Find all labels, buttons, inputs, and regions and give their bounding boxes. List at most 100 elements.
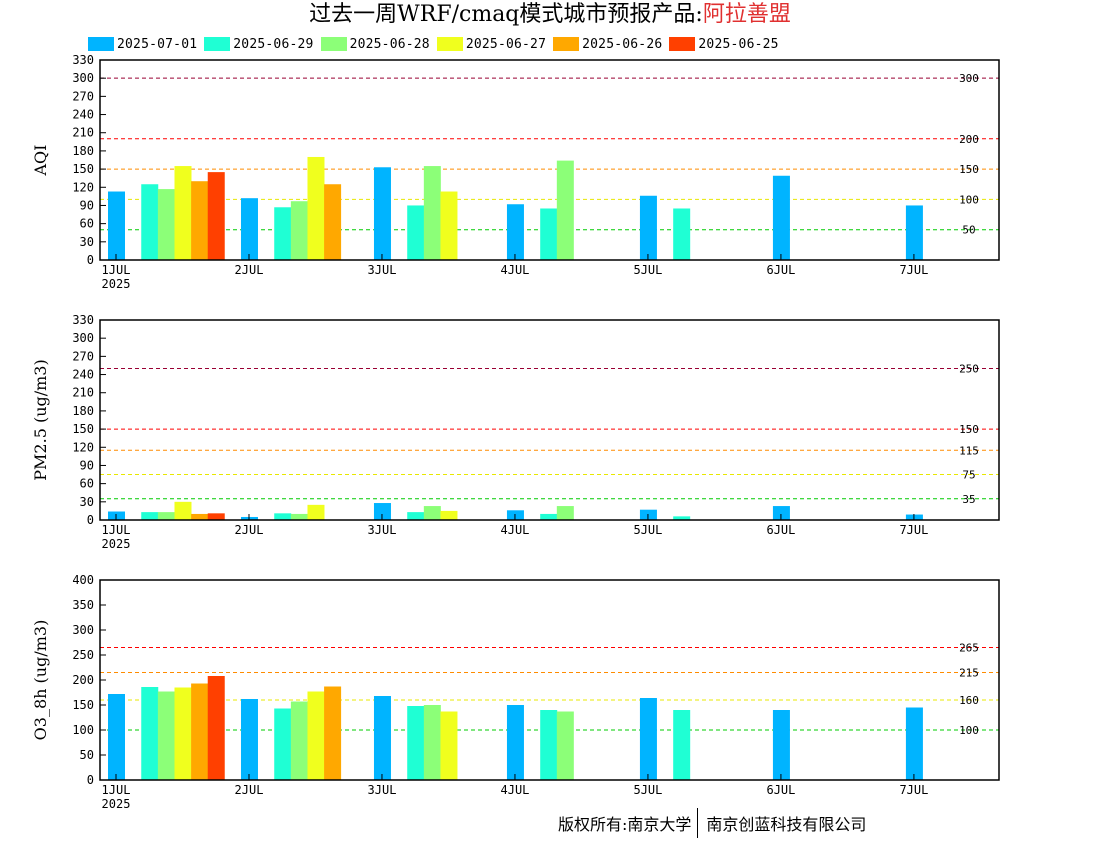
legend-item: 2025-07-01 [88,35,197,53]
x-tick-label: 5JUL [633,783,662,797]
bar [905,205,923,260]
copyright-footer: 版权所有:南京大学 南京创蓝科技有限公司 [558,808,866,838]
y-tick-label: 150 [72,698,94,712]
threshold-label: 75 [962,469,975,482]
y-axis-title: O3_8h (ug/m3) [31,620,50,741]
x-tick-label: 5JUL [633,263,662,277]
y-tick-label: 120 [72,440,94,454]
bar [556,160,574,260]
bar [423,705,441,780]
legend-swatch [669,37,696,51]
bar [373,167,391,260]
bar [108,694,125,780]
bar [772,175,790,260]
threshold-label: 150 [959,423,979,436]
bar [556,506,574,520]
y-tick-label: 90 [80,458,94,472]
bar [207,676,225,780]
bar [207,513,225,520]
bar [673,710,691,780]
x-tick-label: 6JUL [766,783,795,797]
y-tick-label: 120 [72,180,94,194]
bar [324,184,342,260]
y-tick-label: 180 [72,404,94,418]
bar [673,516,691,520]
y-tick-label: 30 [80,235,94,249]
bar [157,691,175,780]
x-tick-label: 2JUL [235,523,264,537]
x-tick-label: 6JUL [766,523,795,537]
bar [373,696,391,780]
y-tick-label: 330 [72,53,94,67]
bar [407,512,425,520]
bar [290,701,308,780]
y-tick-label: 0 [87,253,94,267]
x-tick-label: 5JUL [633,523,662,537]
bar [556,711,574,780]
y-tick-label: 50 [80,748,94,762]
x-tick-label: 1JUL [102,783,131,797]
y-tick-label: 0 [87,513,94,527]
threshold-label: 150 [959,163,979,176]
bar [141,184,159,260]
y-tick-label: 180 [72,144,94,158]
x-tick-label: 4JUL [501,263,530,277]
bar [540,208,558,260]
y-tick-label: 60 [80,477,94,491]
bar [191,683,209,780]
legend-item: 2025-06-29 [204,35,313,53]
legend-item: 2025-06-26 [553,35,662,53]
bar [240,198,258,260]
bar [207,172,225,260]
bar [440,711,458,780]
x-tick-label: 4JUL [501,523,530,537]
legend-label: 2025-06-25 [698,36,779,52]
legend-label: 2025-06-27 [465,36,547,52]
bar [307,691,325,780]
legend-label: 2025-06-28 [349,36,430,52]
threshold-label: 215 [959,667,979,680]
legend-item: 2025-06-28 [320,35,430,53]
legend-item: 2025-06-27 [436,35,547,53]
bar [673,208,691,260]
legend-label: 2025-07-01 [117,36,198,52]
legend-swatch [204,37,231,51]
x-tick-sublabel: 2025 [102,537,131,551]
y-tick-label: 100 [72,723,94,737]
y-tick-label: 210 [72,386,94,400]
x-tick-label: 7JUL [899,783,928,797]
bar [240,699,258,780]
y-tick-label: 300 [72,623,94,637]
legend-swatch [320,37,347,51]
bar [407,205,425,260]
x-tick-sublabel: 2025 [102,797,131,811]
y-tick-label: 330 [72,313,94,327]
title-main: 过去一周WRF/cmaq模式城市预报产品: [309,2,703,27]
x-tick-sublabel: 2025 [102,277,131,291]
bar [423,506,441,520]
bar [373,503,391,520]
bar [307,156,325,260]
bar [440,191,458,260]
y-tick-label: 200 [72,673,94,687]
plot-frame [99,319,1000,521]
x-tick-label: 6JUL [766,263,795,277]
bar [274,207,292,260]
legend: 2025-07-01 2025-06-29 2025-06-28 2025-06… [88,35,786,53]
y-tick-label: 400 [72,573,94,587]
threshold-label: 300 [959,72,979,85]
y-tick-label: 270 [72,89,94,103]
bar [174,501,192,520]
threshold-label: 35 [962,493,975,506]
bar [639,698,657,780]
bar [307,504,325,520]
threshold-label: 250 [959,362,979,375]
bar [540,710,558,780]
x-tick-label: 3JUL [368,523,397,537]
legend-label: 2025-06-29 [233,36,314,52]
footer-divider [697,808,699,838]
y-tick-label: 300 [72,331,94,345]
bar [506,204,524,260]
bar [440,510,458,520]
